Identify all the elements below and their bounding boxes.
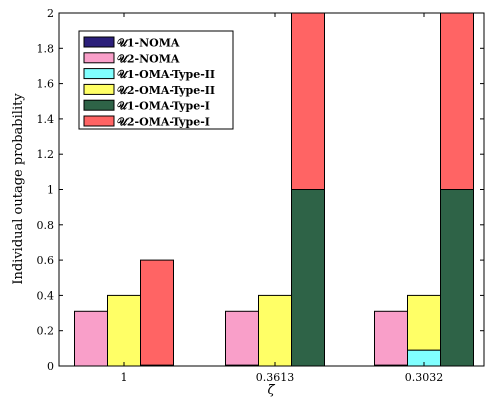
y-tick-label-4: 0.8: [37, 219, 55, 232]
bar-2-1-1: [407, 294, 441, 351]
legend-items: 𝒰1-NOMA 𝒰2-NOMA 𝒰1-OMA-Type-II 𝒰2-OMA-Type-…: [83, 36, 215, 129]
bar-2-2-0: [440, 189, 474, 367]
legend-swatch-2: [83, 68, 115, 80]
bar-0-1-1: [107, 294, 141, 367]
legend-swatch-3: [83, 83, 115, 95]
legend-label-4: 𝒰1-OMA-Type-I: [117, 100, 210, 113]
x-axis-ticks: 1 0.3613 0.3032: [121, 13, 444, 384]
x-tick-label-2: 0.3032: [405, 371, 444, 384]
y-tick-label-6: 1.2: [37, 148, 55, 161]
bar-1-0-1: [225, 310, 259, 366]
bar-0-2-1: [140, 259, 174, 366]
x-tick-label-0: 1: [121, 371, 128, 384]
y-tick-label-7: 1.4: [37, 113, 55, 126]
bars-layer: [74, 12, 474, 367]
legend-swatch-0: [83, 36, 115, 48]
y-tick-label-3: 0.6: [37, 254, 55, 267]
bar-1-2-1: [291, 12, 325, 190]
y-tick-label-2: 0.4: [37, 289, 55, 302]
bar-0-0-1: [74, 310, 108, 367]
bar-2-2-1: [440, 12, 474, 190]
y-axis-label: Individual outage probability: [11, 93, 26, 285]
legend-label-0: 𝒰1-NOMA: [117, 37, 180, 50]
bar-1-1-1: [258, 294, 292, 367]
legend-swatch-5: [83, 115, 115, 127]
bar-2-0-1: [374, 310, 408, 366]
x-tick-label-1: 0.3613: [256, 371, 295, 384]
y-tick-label-9: 1.8: [37, 42, 55, 55]
legend-label-5: 𝒰2-OMA-Type-I: [117, 116, 210, 129]
bar-1-2-0: [291, 189, 325, 367]
legend-swatch-4: [83, 99, 115, 111]
y-tick-label-1: 0.2: [37, 325, 55, 338]
legend-label-2: 𝒰1-OMA-Type-II: [117, 68, 215, 81]
y-tick-label-5: 1: [47, 184, 54, 197]
legend-label-3: 𝒰2-OMA-Type-II: [117, 84, 215, 97]
y-tick-label-8: 1.6: [37, 78, 55, 91]
legend: 𝒰1-NOMA 𝒰2-NOMA 𝒰1-OMA-Type-II 𝒰2-OMA-Type-…: [78, 30, 234, 130]
legend-swatch-1: [83, 52, 115, 64]
legend-label-1: 𝒰2-NOMA: [117, 52, 180, 65]
y-axis-ticks: 0 0.2 0.4 0.6 0.8 1 1.2 1.4 1.6 1.8 2: [37, 7, 484, 373]
x-axis-label: ζ̄: [267, 383, 275, 398]
y-tick-label-0: 0: [47, 360, 54, 373]
y-tick-label-10: 2: [47, 7, 54, 20]
